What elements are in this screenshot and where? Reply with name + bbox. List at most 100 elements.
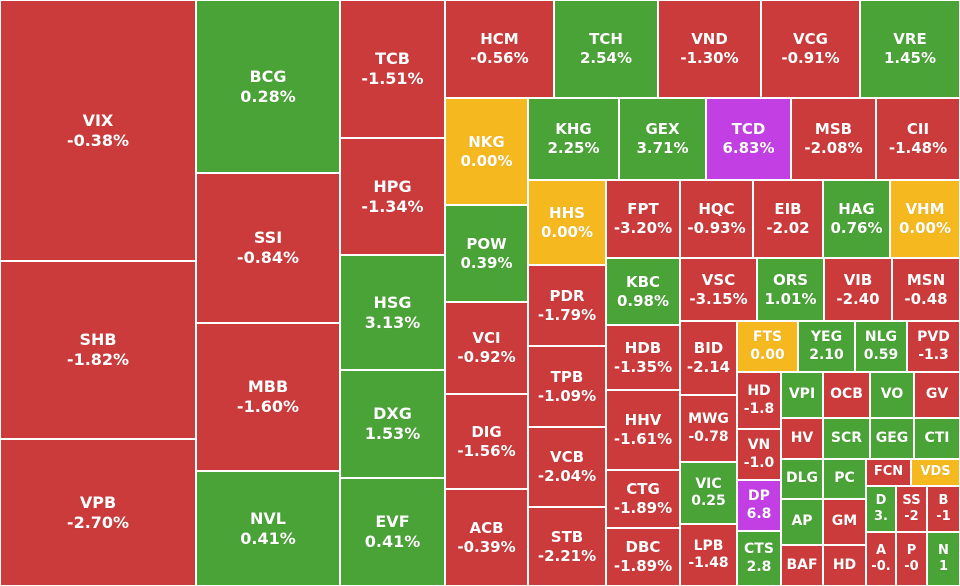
tile-change: -1.56% (457, 441, 516, 460)
tile-change: -1.0 (743, 454, 775, 471)
tile-change: -1.61% (613, 430, 673, 448)
tile-lpb[interactable]: LPB -1.48 (680, 524, 737, 586)
tile-evf[interactable]: EVF 0.41% (340, 478, 445, 586)
tile-hhs[interactable]: HHS 0.00% (528, 180, 606, 265)
tile-gex[interactable]: GEX 3.71% (619, 98, 706, 180)
tile-hd[interactable]: HD -1.8 (737, 372, 781, 429)
tile-hpg[interactable]: HPG -1.34% (340, 138, 445, 255)
tile-change: -2 (904, 509, 919, 524)
tile-vsc[interactable]: VSC -3.15% (680, 258, 757, 321)
tile-pow[interactable]: POW 0.39% (445, 205, 528, 302)
tile-ssi[interactable]: SSI -0.84% (196, 173, 340, 323)
tile-hag[interactable]: HAG 0.76% (823, 180, 890, 258)
tile-dig[interactable]: DIG -1.56% (445, 394, 528, 489)
tile-nvl[interactable]: NVL 0.41% (196, 471, 340, 586)
tile-hd[interactable]: HD (823, 545, 866, 586)
tile-change: -1.34% (361, 196, 424, 216)
tile-dbc[interactable]: DBC -1.89% (606, 528, 680, 586)
tile-hcm[interactable]: HCM -0.56% (445, 0, 554, 98)
tile-gv[interactable]: GV (914, 372, 960, 418)
tile-symbol: DP (748, 488, 770, 504)
tile-vcg[interactable]: VCG -0.91% (761, 0, 860, 98)
tile-vib[interactable]: VIB -2.40 (824, 258, 892, 321)
tile-vds[interactable]: VDS (911, 459, 960, 486)
tile-change: -0.78 (688, 428, 729, 445)
tile-vo[interactable]: VO (870, 372, 914, 418)
tile-vn[interactable]: VN -1.0 (737, 429, 781, 480)
tile-vpb[interactable]: VPB -2.70% (0, 439, 196, 586)
tile-scr[interactable]: SCR (823, 418, 870, 459)
tile-bcg[interactable]: BCG 0.28% (196, 0, 340, 173)
tile-yeg[interactable]: YEG 2.10 (798, 321, 855, 372)
tile-hhv[interactable]: HHV -1.61% (606, 390, 680, 470)
tile-b[interactable]: B -1 (927, 486, 960, 532)
tile-ctg[interactable]: CTG -1.89% (606, 470, 680, 528)
tile-dlg[interactable]: DLG (781, 459, 823, 499)
tile-symbol: VDS (920, 464, 951, 480)
tile-dp[interactable]: DP 6.8 (737, 480, 781, 531)
tile-cts[interactable]: CTS 2.8 (737, 531, 781, 586)
tile-pvd[interactable]: PVD -1.3 (907, 321, 960, 372)
tile-khg[interactable]: KHG 2.25% (528, 98, 619, 180)
tile-gm[interactable]: GM (823, 499, 866, 545)
tile-nkg[interactable]: NKG 0.00% (445, 98, 528, 205)
tile-ocb[interactable]: OCB (823, 372, 870, 418)
tile-symbol: KHG (555, 120, 592, 139)
tile-mbb[interactable]: MBB -1.60% (196, 323, 340, 471)
tile-bid[interactable]: BID -2.14 (680, 321, 737, 395)
tile-vcb[interactable]: VCB -2.04% (528, 427, 606, 507)
tile-stb[interactable]: STB -2.21% (528, 507, 606, 586)
tile-tcd[interactable]: TCD 6.83% (706, 98, 791, 180)
tile-baf[interactable]: BAF (781, 545, 823, 586)
tile-vnd[interactable]: VND -1.30% (658, 0, 761, 98)
tile-eib[interactable]: EIB -2.02 (753, 180, 823, 258)
tile-acb[interactable]: ACB -0.39% (445, 489, 528, 586)
tile-tcb[interactable]: TCB -1.51% (340, 0, 445, 138)
tile-nlg[interactable]: NLG 0.59 (855, 321, 907, 372)
tile-msn[interactable]: MSN -0.48 (892, 258, 960, 321)
tile-pc[interactable]: PC (823, 459, 866, 499)
tile-vhm[interactable]: VHM 0.00% (890, 180, 960, 258)
tile-symbol: TCH (589, 30, 623, 49)
tile-cii[interactable]: CII -1.48% (876, 98, 960, 180)
tile-symbol: HDB (624, 338, 662, 357)
tile-change: -1.48% (888, 139, 948, 157)
tile-change: -1.48 (688, 555, 729, 571)
tile-p[interactable]: P -0 (896, 532, 927, 586)
tile-change: 0.25 (691, 493, 726, 509)
tile-tpb[interactable]: TPB -1.09% (528, 346, 606, 427)
tile-hqc[interactable]: HQC -0.93% (680, 180, 753, 258)
tile-symbol: SSI (253, 228, 283, 247)
tile-change: -0.93% (687, 219, 746, 237)
tile-tch[interactable]: TCH 2.54% (554, 0, 658, 98)
tile-ors[interactable]: ORS 1.01% (757, 258, 824, 321)
tile-vre[interactable]: VRE 1.45% (860, 0, 960, 98)
tile-fpt[interactable]: FPT -3.20% (606, 180, 680, 258)
tile-shb[interactable]: SHB -1.82% (0, 261, 196, 439)
tile-vpi[interactable]: VPI (781, 372, 823, 418)
tile-hv[interactable]: HV (781, 418, 823, 459)
tile-symbol: ORS (772, 270, 809, 289)
tile-a[interactable]: A -0. (866, 532, 896, 586)
tile-msb[interactable]: MSB -2.08% (791, 98, 876, 180)
tile-d[interactable]: D 3. (866, 486, 896, 532)
tile-change: -3.15% (689, 289, 748, 308)
tile-vic[interactable]: VIC 0.25 (680, 462, 737, 524)
tile-hdb[interactable]: HDB -1.35% (606, 325, 680, 390)
tile-mwg[interactable]: MWG -0.78 (680, 395, 737, 462)
tile-vix[interactable]: VIX -0.38% (0, 0, 196, 261)
tile-symbol: VIX (82, 110, 114, 130)
tile-vci[interactable]: VCI -0.92% (445, 302, 528, 394)
tile-kbc[interactable]: KBC 0.98% (606, 258, 680, 325)
tile-cti[interactable]: CTI (914, 418, 960, 459)
tile-fcn[interactable]: FCN (866, 459, 911, 486)
tile-fts[interactable]: FTS 0.00 (737, 321, 798, 372)
tile-change: 0.76% (830, 219, 883, 237)
tile-pdr[interactable]: PDR -1.79% (528, 265, 606, 346)
tile-dxg[interactable]: DXG 1.53% (340, 370, 445, 478)
tile-geg[interactable]: GEG (870, 418, 914, 459)
tile-ap[interactable]: AP (781, 499, 823, 545)
tile-ss[interactable]: SS -2 (896, 486, 927, 532)
tile-hsg[interactable]: HSG 3.13% (340, 255, 445, 370)
